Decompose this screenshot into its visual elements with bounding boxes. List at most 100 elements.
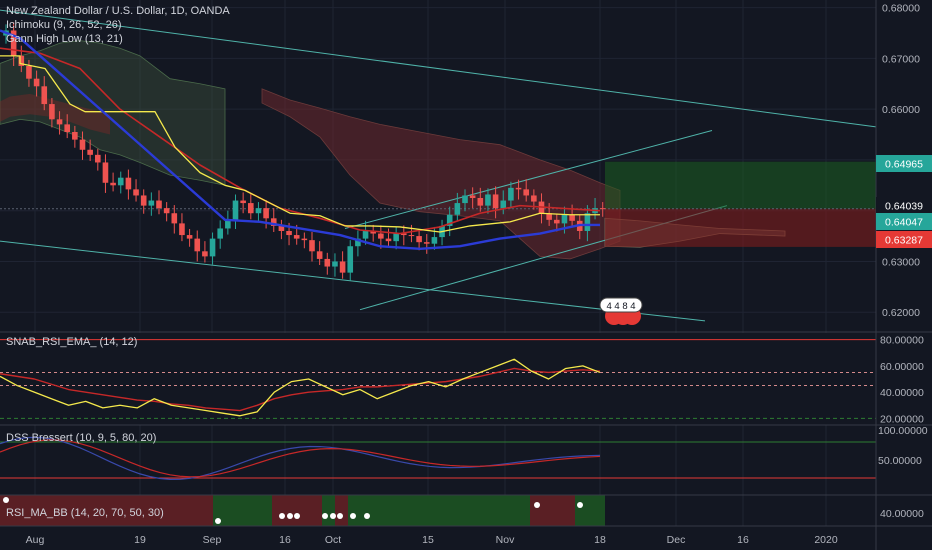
time-tick-label: Oct [325, 534, 341, 546]
rsibb-signal-dot [322, 513, 328, 519]
time-tick-label: 16 [737, 534, 749, 546]
events-count: 4 4 8 4 [606, 301, 635, 312]
price-tick-label: 0.62000 [882, 307, 920, 319]
rsibb-state-band [530, 495, 575, 526]
candle-body [339, 261, 346, 273]
rsi-ema-line [0, 367, 601, 412]
candle-body [554, 219, 560, 224]
candle-body [263, 208, 269, 219]
rsi-ema-legend[interactable]: SNAB_RSI_EMA_ (14, 12) [6, 336, 137, 348]
candle-body [270, 218, 277, 226]
events-count-pill[interactable] [599, 297, 643, 313]
gann-legend[interactable]: Gann High Low (13, 21) [6, 33, 123, 45]
candle-body [225, 220, 231, 229]
rsi-ema-pane[interactable] [0, 333, 876, 425]
candle-body [332, 261, 338, 267]
rsi-ma-bb-legend[interactable]: RSI_MA_BB (14, 20, 70, 50, 30) [6, 507, 164, 519]
candle-body [309, 240, 315, 252]
rsibb-signal-dot [3, 497, 9, 503]
current-price-label: 0.64047 [876, 213, 932, 230]
candle-body [370, 231, 376, 234]
dss-bressert-pane[interactable] [0, 436, 876, 481]
price-tick-label: 0.66000 [882, 104, 920, 116]
price-axis[interactable]: 0.620000.630000.640000.650000.660000.670… [878, 3, 928, 520]
rsibb-state-band [322, 495, 335, 526]
indicator-lines [0, 29, 601, 250]
candle-body [469, 195, 476, 198]
candle-body [117, 177, 124, 186]
time-tick-label: 19 [134, 534, 146, 546]
candle-body [248, 203, 254, 214]
candle-body [133, 189, 139, 196]
target-zone [605, 161, 876, 209]
candle-body [446, 214, 453, 226]
time-tick-label: Sep [203, 534, 222, 546]
long-position-tool[interactable] [0, 161, 876, 247]
svg-text:0.64047: 0.64047 [885, 217, 923, 229]
candlesticks [3, 22, 606, 281]
time-tick-label: Aug [26, 534, 45, 546]
candle-body [179, 223, 185, 236]
ichimoku-legend[interactable]: Ichimoku (9, 26, 52, 26) [6, 19, 122, 31]
rsibb-signal-dot [577, 502, 583, 508]
candle-body [508, 187, 514, 201]
svg-text:0.64039: 0.64039 [885, 201, 923, 213]
candle-body [125, 177, 132, 190]
rsibb-state-band [272, 495, 322, 526]
candle-body [546, 213, 552, 220]
dss-tick-label: 50.00000 [878, 455, 922, 467]
candle-body [110, 182, 116, 186]
candle-body [240, 200, 246, 204]
rsibb-signal-dot [330, 513, 336, 519]
time-tick-label: Nov [496, 534, 515, 546]
svg-text:0.63287: 0.63287 [885, 235, 923, 247]
candle-body [56, 119, 63, 125]
rsibb-state-band [0, 495, 213, 526]
wedge-upper-line [344, 129, 713, 229]
rsi-tick-label: 80.00000 [880, 335, 924, 347]
candle-body [202, 251, 208, 257]
target-price-label: 0.64965 [876, 155, 932, 172]
events-badge[interactable]: 4 4 8 4 [599, 297, 643, 325]
candle-body [79, 139, 86, 150]
time-tick-label: 18 [594, 534, 606, 546]
candle-body [293, 235, 300, 239]
candle-body [140, 195, 147, 206]
rsi-tick-label: 40.00000 [880, 387, 924, 399]
rsibb-state-band [575, 495, 605, 526]
candle-body [423, 242, 430, 244]
stop-price-label: 0.63287 [876, 231, 932, 248]
time-tick-label: 2020 [814, 534, 838, 546]
candle-body [454, 203, 461, 215]
price-tick-label: 0.67000 [882, 53, 920, 65]
candle-body [462, 195, 468, 204]
candle-body [163, 208, 170, 214]
rsibb-signal-dot [279, 513, 285, 519]
channel-upper-line [0, 9, 877, 128]
rsibb-signal-dot [287, 513, 293, 519]
candle-body [385, 238, 392, 242]
rsibb-signal-dot [337, 513, 343, 519]
chart-title: New Zealand Dollar / U.S. Dollar, 1D, OA… [6, 5, 230, 17]
candle-body [148, 200, 155, 206]
channel-lower-line [0, 240, 706, 322]
cloud-bearish-early [0, 93, 110, 135]
tenkan-sen-line [0, 55, 600, 233]
candle-body [87, 149, 93, 155]
candle-body [194, 238, 201, 252]
dss-legend[interactable]: DSS Bressert (10, 9, 5, 80, 20) [6, 432, 156, 444]
rsi-ma-bb-pane[interactable] [0, 495, 605, 526]
candle-body [33, 78, 40, 87]
time-axis[interactable]: Aug 19 Sep 16 Oct 15 Nov 18 Dec 16 2020 [26, 534, 838, 546]
candle-body [599, 208, 606, 210]
time-tick-label: 16 [279, 534, 291, 546]
candle-body [416, 236, 422, 243]
candle-body [492, 194, 499, 209]
candle-body [347, 246, 354, 273]
rsibb-state-band [362, 495, 530, 526]
price-pane[interactable]: 4 4 8 4 [0, 9, 877, 325]
kijun-sen-line [0, 47, 601, 235]
rsibb-state-band [213, 495, 272, 526]
